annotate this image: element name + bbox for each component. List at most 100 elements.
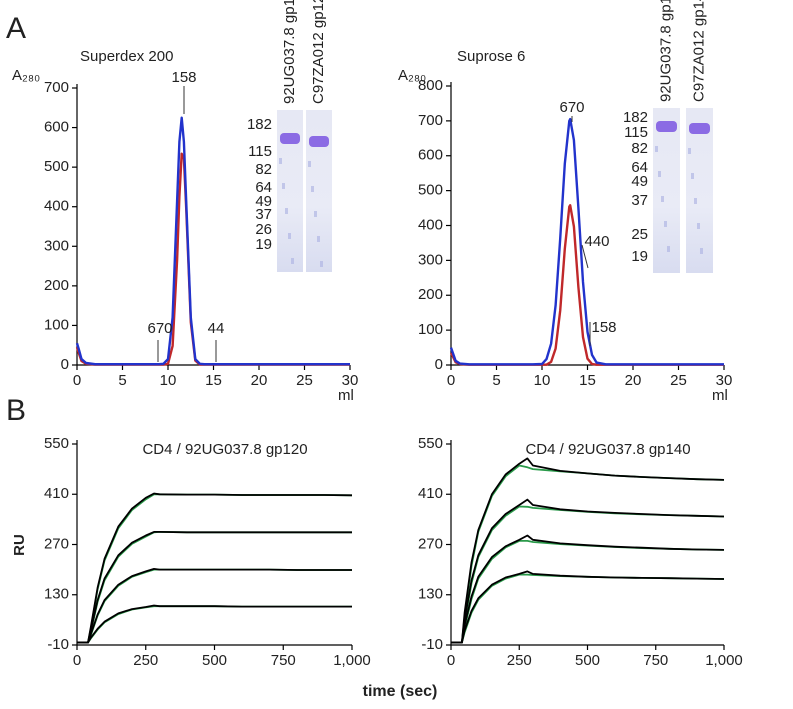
x-tick-label: 250 <box>133 652 158 669</box>
y-tick-label: 300 <box>418 251 443 268</box>
x-tick-label: 20 <box>625 372 642 389</box>
x-tick-label: 0 <box>447 652 455 669</box>
chart-title: CD4 / 92UG037.8 gp140 <box>525 441 690 458</box>
y-tick-label: 410 <box>418 485 443 502</box>
series-line <box>449 117 724 366</box>
series-line <box>451 570 725 644</box>
gel-smear <box>317 236 320 242</box>
x-tick-label: 20 <box>251 372 268 389</box>
series-line <box>77 492 353 644</box>
gel-smear <box>279 158 282 164</box>
y-tick-label: 600 <box>44 119 69 136</box>
y-tick-label: 800 <box>418 77 443 94</box>
y-tick-label: 550 <box>44 435 69 452</box>
x-axis-label: time (sec) <box>363 683 438 700</box>
y-tick-label: -10 <box>421 636 443 653</box>
gel-marker: 82 <box>631 140 648 157</box>
gel-smear <box>291 258 294 264</box>
gel-smear <box>688 148 691 154</box>
series-line <box>77 531 352 644</box>
gel-band <box>689 123 710 134</box>
gel-smear <box>694 198 697 204</box>
gel-lane <box>653 108 680 273</box>
gel-marker: 64 <box>255 179 272 196</box>
gel-marker: 49 <box>255 193 272 210</box>
y-tick-label: 270 <box>418 535 443 552</box>
gel-marker: 19 <box>631 248 648 265</box>
gel-smear <box>691 173 694 179</box>
gel-smear <box>697 223 700 229</box>
gel-marker: 82 <box>255 161 272 178</box>
series-line <box>451 457 725 644</box>
y-tick-label: 600 <box>418 147 443 164</box>
gel-marker: 25 <box>631 226 648 243</box>
gel-band <box>309 136 329 147</box>
x-tick-label: 1,000 <box>333 652 371 669</box>
lane-label: C97ZA012 gp120 <box>310 0 327 104</box>
y-tick-label: 270 <box>44 535 69 552</box>
x-tick-label: 1,000 <box>705 652 743 669</box>
y-axis-label: A₂₈₀ <box>12 67 40 84</box>
series-line <box>77 604 352 644</box>
series-line <box>451 534 725 644</box>
gel-marker: 26 <box>255 221 272 238</box>
gel-smear <box>658 171 661 177</box>
series-line <box>449 204 724 366</box>
annotation: 158 <box>591 319 616 336</box>
x-tick-label: 5 <box>118 372 126 389</box>
gel-smear <box>288 233 291 239</box>
series-line <box>77 568 352 644</box>
y-tick-label: 200 <box>418 286 443 303</box>
y-tick-label: 130 <box>44 586 69 603</box>
gel-smear <box>700 248 703 254</box>
y-tick-label: 500 <box>44 158 69 175</box>
x-tick-label: 10 <box>160 372 177 389</box>
x-tick-label: 10 <box>534 372 551 389</box>
annotation: 158 <box>171 69 196 86</box>
annotation: 440 <box>584 233 609 250</box>
x-tick-label: 750 <box>643 652 668 669</box>
y-tick-label: 100 <box>44 316 69 333</box>
x-tick-label: 750 <box>271 652 296 669</box>
series-line <box>451 505 725 644</box>
gel-smear <box>661 196 664 202</box>
series-line <box>75 116 350 366</box>
x-tick-label: 30 <box>342 372 359 389</box>
x-tick-label: 0 <box>447 372 455 389</box>
gel-smear <box>282 183 285 189</box>
chart-title: Superdex 200 <box>80 48 173 65</box>
panel-label: A <box>6 12 26 45</box>
chart-title: Suprose 6 <box>457 48 525 65</box>
y-tick-label: 550 <box>418 435 443 452</box>
y-tick-label: 0 <box>61 356 69 373</box>
x-tick-label: 5 <box>492 372 500 389</box>
annotation: 44 <box>208 320 225 337</box>
series-line <box>77 605 352 644</box>
annotation: 670 <box>559 99 584 116</box>
y-tick-label: 700 <box>418 112 443 129</box>
chart-title: CD4 / 92UG037.8 gp120 <box>142 441 307 458</box>
y-tick-label: 410 <box>44 485 69 502</box>
gel-marker: 182 <box>247 116 272 133</box>
x-tick-label: 0 <box>73 652 81 669</box>
gel-marker: 64 <box>631 159 648 176</box>
x-tick-label: 25 <box>296 372 313 389</box>
y-tick-label: 700 <box>44 79 69 96</box>
gel-marker: 19 <box>255 236 272 253</box>
lane-label: 92UG037.8 gp120 <box>281 0 298 104</box>
annotation: 670 <box>147 320 172 337</box>
y-tick-label: 100 <box>418 321 443 338</box>
gel-smear <box>285 208 288 214</box>
gel-band <box>656 121 677 132</box>
y-tick-label: 400 <box>418 216 443 233</box>
gel-lane <box>686 108 713 273</box>
x-axis-label: ml <box>712 387 728 404</box>
gel-marker: 115 <box>248 143 272 160</box>
x-tick-label: 30 <box>716 372 733 389</box>
x-tick-label: 250 <box>507 652 532 669</box>
series-line <box>451 464 725 644</box>
y-tick-label: 200 <box>44 277 69 294</box>
y-tick-label: 0 <box>435 356 443 373</box>
x-tick-label: 15 <box>205 372 222 389</box>
